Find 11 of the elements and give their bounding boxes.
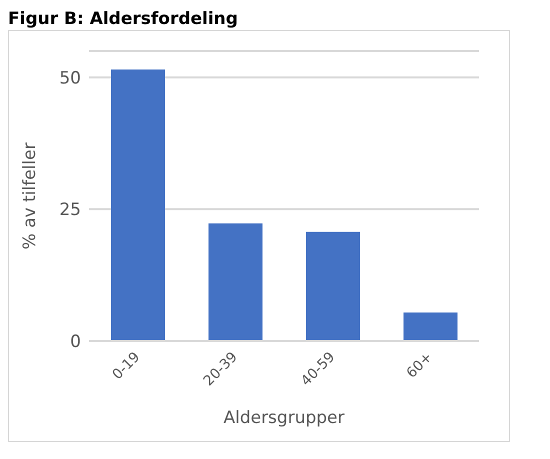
y-tick-label: 50 [59,68,81,88]
x-axis-title: Aldersgrupper [223,408,345,428]
chart-title: Figur B: Aldersfordeling [8,8,239,30]
bar [111,69,165,341]
y-tick-label: 0 [70,332,81,352]
x-tick-label: 60+ [404,349,436,382]
bar [306,232,360,341]
bar [208,223,262,341]
y-tick-label: 25 [59,200,81,220]
bar [404,312,458,341]
y-axis-title: % av tilfeller [20,142,40,250]
